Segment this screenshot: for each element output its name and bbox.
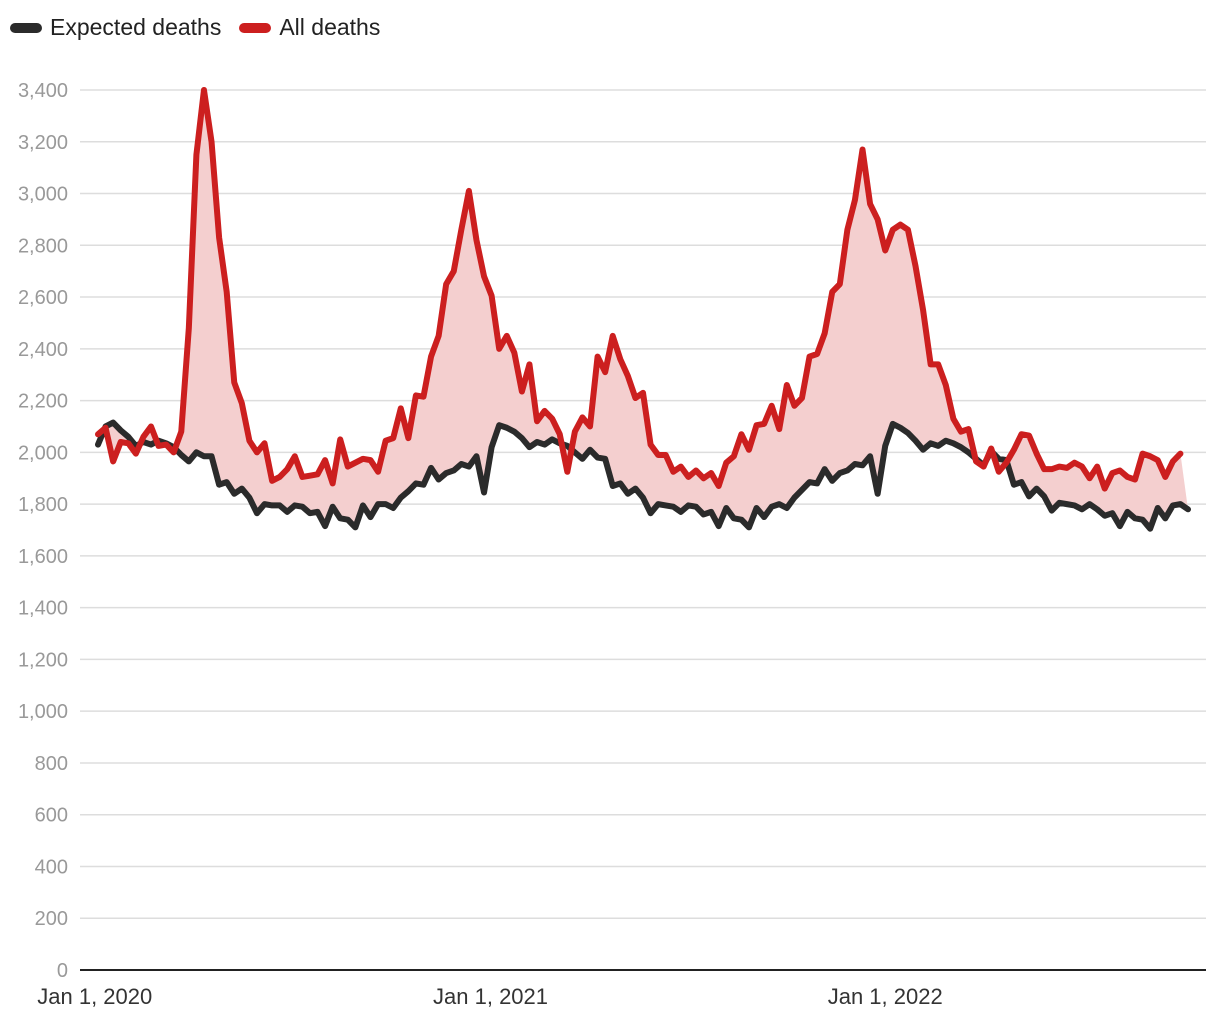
x-tick-label: Jan 1, 2022 <box>828 984 943 1009</box>
legend-swatch-expected-deaths <box>10 22 42 33</box>
y-tick-label: 800 <box>35 753 68 775</box>
y-tick-label: 1,200 <box>18 649 68 671</box>
y-tick-label: 1,400 <box>18 598 68 620</box>
y-tick-label: 3,400 <box>18 80 68 102</box>
legend-item-expected-deaths: Expected deaths <box>10 14 221 41</box>
legend-swatch-all-deaths <box>239 22 272 33</box>
series-line-all-deaths <box>95 87 1184 492</box>
grid-layer <box>80 89 1206 919</box>
x-tick-label: Jan 1, 2021 <box>433 984 548 1009</box>
fill-layer <box>98 90 1188 529</box>
series-layer <box>95 87 1191 532</box>
y-tick-label: 1,800 <box>18 494 68 516</box>
y-tick-label: 1,600 <box>18 546 68 568</box>
y-tick-label: 0 <box>57 960 68 982</box>
y-tick-label: 3,200 <box>18 132 68 154</box>
y-tick-label: 2,400 <box>18 339 68 361</box>
y-tick-label: 2,000 <box>18 442 68 464</box>
y-tick-label: 2,800 <box>18 235 68 257</box>
axis-layer: 0 200 400 600 800 1,000 1,200 1,400 1,600 1,800 2,… <box>18 80 1206 1009</box>
excess-deaths-fill <box>98 90 1188 529</box>
y-tick-label: 200 <box>35 908 68 930</box>
y-tick-label: 600 <box>35 805 68 827</box>
legend-label-all-deaths: All deaths <box>279 14 381 40</box>
x-tick-label: Jan 1, 2020 <box>37 984 152 1009</box>
y-tick-label: 2,200 <box>18 391 68 413</box>
chart-legend: Expected deaths All deaths <box>10 14 380 41</box>
y-tick-label: 400 <box>35 856 68 878</box>
y-tick-label: 3,000 <box>18 184 68 206</box>
y-tick-label: 2,600 <box>18 287 68 309</box>
legend-label-expected-deaths: Expected deaths <box>50 14 222 40</box>
y-tick-label: 1,000 <box>18 701 68 723</box>
legend-item-all-deaths: All deaths <box>239 14 380 41</box>
